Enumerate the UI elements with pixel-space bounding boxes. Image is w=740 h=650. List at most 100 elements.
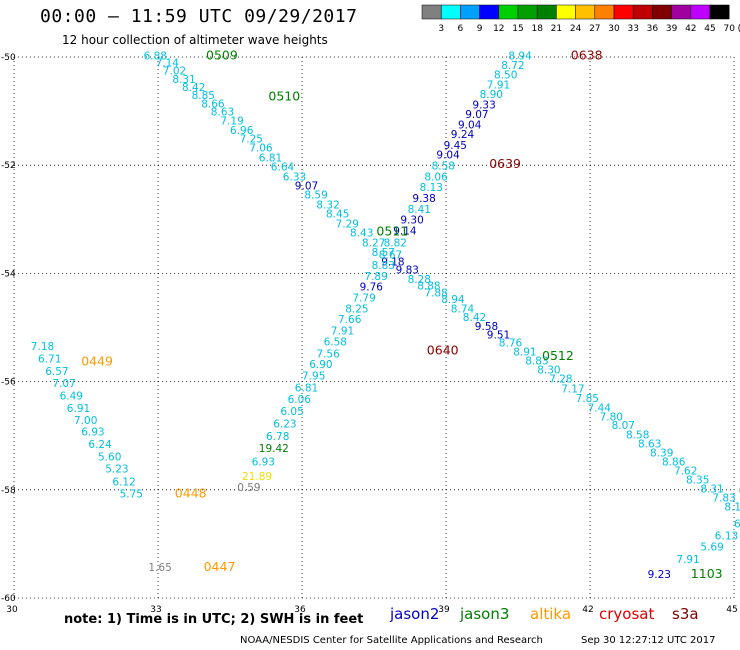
legend-swatch — [594, 4, 615, 20]
swh-value-label: 6.3 — [734, 519, 740, 531]
legend-jason2: jason2 — [390, 605, 440, 623]
swh-value-label: 8.07 — [612, 420, 635, 432]
swh-value-label: 8.58 — [432, 161, 455, 173]
swh-value-label: 9.23 — [648, 569, 671, 581]
legend-label: 27 — [589, 24, 600, 34]
swh-value-label: 8.1 — [724, 501, 740, 513]
pass-time-label: 0448 — [175, 485, 207, 500]
swh-value-label: 7.91 — [331, 326, 354, 338]
swh-value-label: 6.90 — [309, 359, 332, 371]
swh-value-label: 5.60 — [98, 452, 121, 464]
legend-swatch — [460, 4, 480, 20]
y-tick-label: -50 — [1, 53, 16, 63]
swh-value-label: 8.31 — [172, 74, 195, 86]
swh-value-label: 6.81 — [259, 152, 282, 164]
legend-label: 6 — [458, 24, 464, 34]
swh-value-label: 8.58 — [626, 429, 649, 441]
swh-value-label: 8.43 — [350, 228, 373, 240]
swh-value-label: 6.64 — [271, 162, 295, 174]
swh-value-label: 6.96 — [230, 125, 254, 137]
pass-time-label: 0510 — [268, 88, 300, 103]
pass-time-label: 0638 — [571, 48, 603, 63]
swh-value-label: 8.94 — [441, 294, 465, 306]
swh-value-label: 7.91 — [487, 79, 510, 91]
legend-label: 45 — [704, 24, 715, 34]
swh-value-label: 8.86 — [662, 456, 686, 468]
pass-time-label: 05 — [739, 483, 740, 498]
chart-title: 00:00 – 11:59 UTC 09/29/2017 — [40, 6, 358, 27]
x-tick-label: 45 — [726, 605, 737, 615]
swh-value-label: 8.66 — [201, 98, 225, 110]
legend-label: 33 — [627, 24, 638, 34]
swh-value-label: 9.18 — [381, 256, 404, 268]
swh-value-label: 7.56 — [316, 348, 340, 360]
swh-value-label: 9.51 — [487, 329, 510, 341]
swh-value-label: 8.63 — [211, 106, 234, 118]
swh-value-label: 8.59 — [304, 190, 327, 202]
swh-value-label: 6.33 — [283, 171, 306, 183]
swh-value-label: 7.79 — [352, 293, 375, 305]
legend-label: 12 — [493, 24, 504, 34]
legend-swatch — [575, 4, 596, 20]
legend-swatch — [556, 4, 576, 20]
swh-value-label: 9.24 — [451, 129, 475, 141]
swh-value-label: 6.81 — [295, 382, 318, 394]
swh-value-label: 8.27 — [362, 237, 385, 249]
swh-value-label: 6.23 — [273, 419, 296, 431]
swh-value-label: 8.31 — [700, 484, 723, 496]
x-tick-label: 42 — [582, 605, 593, 615]
swh-value-label: 9.04 — [436, 150, 460, 162]
chart-subtitle: 12 hour collection of altimeter wave hei… — [62, 33, 328, 47]
swh-value-label: 8.90 — [480, 89, 503, 101]
swh-value-label: 8.67 — [379, 249, 402, 261]
legend-label: 42 — [685, 24, 696, 34]
credit-line: NOAA/NESDIS Center for Satellite Applica… — [240, 635, 543, 646]
legend-label: 70 — [723, 24, 735, 34]
swh-value-label: 9.76 — [360, 282, 384, 294]
swh-value-label: 8.94 — [508, 51, 532, 63]
legend-swatch — [632, 4, 653, 20]
legend-swatch — [479, 4, 500, 20]
swh-value-label: 6.24 — [88, 439, 112, 451]
x-tick-label: 39 — [438, 605, 450, 615]
y-tick-label: -52 — [1, 161, 16, 171]
legend-swatch — [421, 4, 442, 20]
swh-value-label: 8.57 — [372, 247, 395, 259]
swh-value-label: 9.30 — [400, 215, 423, 227]
swh-value-label: 8.42 — [182, 82, 205, 94]
swh-value-label: 8.82 — [384, 237, 407, 249]
swh-value-label: 6.58 — [324, 336, 347, 348]
swh-value-label: 6.71 — [38, 354, 61, 366]
y-tick-label: -60 — [1, 594, 16, 604]
chart-marks: 6.887.147.028.318.428.858.668.637.196.96… — [31, 48, 740, 581]
swh-value-label: 6.88 — [144, 51, 167, 63]
legend-label: 3 — [438, 24, 444, 34]
swh-value-label: 9.33 — [472, 99, 495, 111]
legend-swatch — [690, 4, 711, 20]
legend-swatch — [709, 4, 730, 20]
swh-value-label: 6.57 — [45, 366, 68, 378]
swh-value-label: 8.06 — [424, 171, 448, 183]
legend-altika: altika — [530, 605, 572, 623]
pass-time-label: 1103 — [691, 566, 723, 581]
legend-label: 21 — [551, 24, 562, 34]
swh-value-label: 7.29 — [336, 218, 359, 230]
swh-value-label: 7.00 — [74, 415, 97, 427]
pass-time-label: 0509 — [206, 48, 238, 63]
swh-value-label: 9.58 — [475, 321, 498, 333]
pass-time-label: 0640 — [427, 343, 459, 358]
pass-time-label: 0639 — [489, 156, 521, 171]
x-tick-label: 33 — [150, 605, 161, 615]
legend-label: 9 — [477, 24, 483, 34]
swh-value-label: 7.44 — [588, 402, 612, 414]
y-tick-label: -58 — [1, 486, 16, 496]
swh-value-label: 1.65 — [148, 562, 171, 574]
legend-jason3: jason3 — [460, 605, 510, 623]
legend-label: (ft) — [738, 24, 740, 34]
swh-value-label: 9.04 — [458, 119, 482, 131]
legend-label: 15 — [512, 24, 523, 34]
swh-value-label: 21.89 — [242, 471, 272, 483]
legend-swatch — [671, 4, 692, 20]
swh-value-label: 6.05 — [280, 406, 303, 418]
footnote: note: 1) Time is in UTC; 2) SWH is in fe… — [64, 612, 364, 627]
